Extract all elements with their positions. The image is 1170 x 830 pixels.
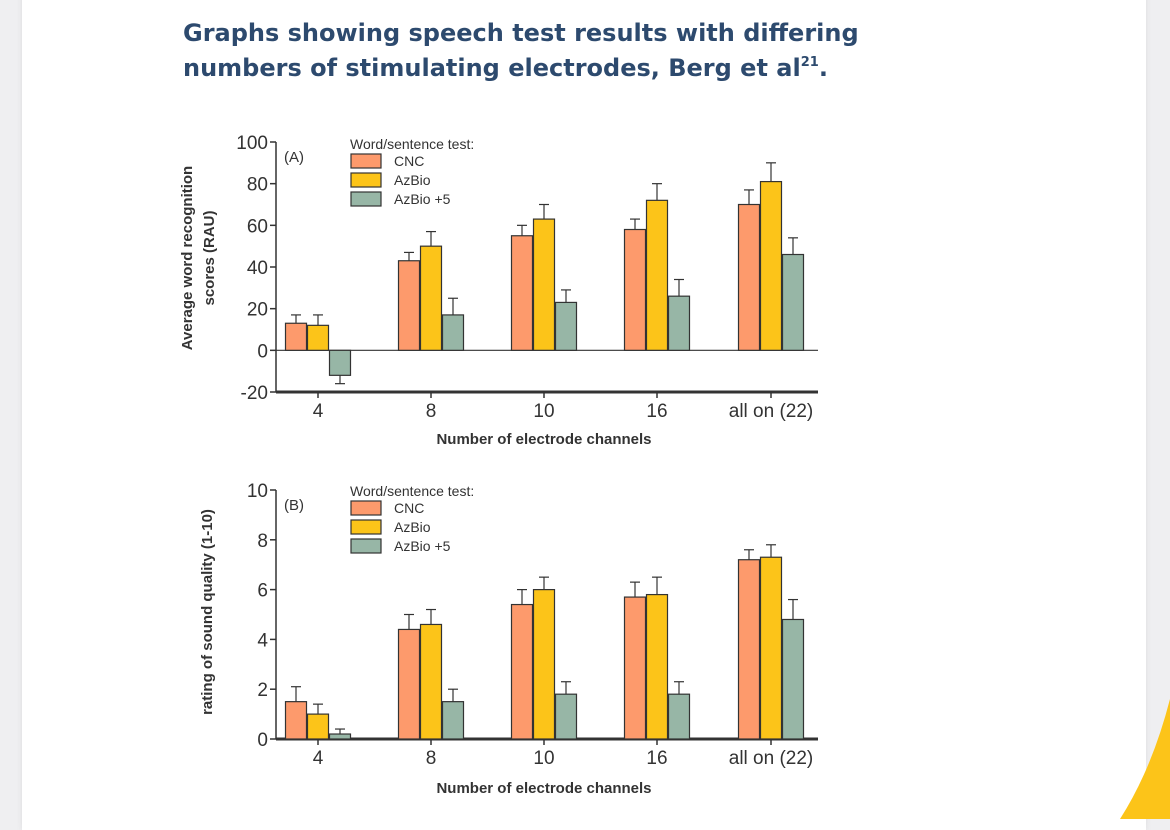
bar-azbio-5-1	[441, 701, 465, 740]
legend-swatch	[350, 172, 382, 188]
bar-azbio-5-1	[441, 314, 465, 351]
legend: Word/sentence test:CNC AzBio AzBio +5	[350, 136, 474, 207]
x-tick-label: 8	[426, 401, 437, 422]
legend-swatch	[350, 500, 382, 516]
bar-cnc-4	[737, 203, 761, 351]
y-tick-label: 100	[236, 133, 268, 154]
x-axis-label: Number of electrode channels	[436, 780, 651, 797]
y-tick-label: 2	[257, 680, 268, 701]
bar-cnc-2	[510, 603, 534, 740]
panel-label: (A)	[284, 149, 304, 166]
content-card	[22, 0, 1146, 830]
legend-swatch	[350, 191, 382, 207]
bar-azbio-1	[419, 623, 443, 740]
title-text: Graphs showing speech test results with …	[183, 19, 859, 82]
legend-swatch	[350, 519, 382, 535]
y-tick-label: 80	[247, 175, 268, 196]
chart-panel-b: 0 2 4 6 8 10 4 8 10 16 all on (22) Number of electr…	[199, 481, 818, 797]
bar-azbio-5-4	[781, 618, 805, 740]
bar-cnc-3	[623, 596, 647, 740]
bar-cnc-3	[623, 228, 647, 351]
x-tick-label: 16	[646, 401, 667, 422]
y-tick-label: 10	[247, 481, 268, 502]
bar-azbio-1	[419, 245, 443, 351]
page-title: Graphs showing speech test results with …	[183, 16, 943, 86]
bar-azbio-5-2	[554, 301, 578, 351]
legend: Word/sentence test:CNC AzBio AzBio +5	[350, 483, 474, 554]
bar-azbio-4	[759, 180, 783, 351]
x-tick-label: 16	[646, 748, 667, 769]
x-tick-label: all on (22)	[729, 748, 814, 769]
legend-title: Word/sentence test:	[350, 483, 474, 499]
decorative-corner-shape	[1120, 699, 1170, 819]
x-tick-label: 8	[426, 748, 437, 769]
bar-azbio-2	[532, 588, 556, 740]
bar-azbio-5-0	[328, 733, 352, 740]
bar-cnc-2	[510, 235, 534, 351]
y-tick-label: 40	[247, 258, 268, 279]
y-tick-label: 8	[257, 531, 268, 552]
y-tick-label: 4	[257, 630, 268, 651]
bar-cnc-1	[397, 628, 421, 740]
legend-entry: AzBio	[394, 172, 431, 188]
x-axis-label: Number of electrode channels	[436, 431, 651, 448]
bar-azbio-5-2	[554, 693, 578, 740]
bar-azbio-5-3	[667, 693, 691, 740]
x-tick-label: all on (22)	[729, 401, 814, 422]
y-tick-label: -20	[241, 383, 268, 404]
legend-entry: AzBio +5	[394, 191, 451, 207]
y-tick-label: 60	[247, 216, 268, 237]
y-tick-label: 0	[257, 730, 268, 751]
x-tick-label: 10	[533, 401, 554, 422]
bar-azbio-4	[759, 556, 783, 740]
y-axis-label: rating of sound quality (1-10)	[199, 509, 216, 715]
y-tick-label: 0	[257, 341, 268, 362]
x-tick-label: 10	[533, 748, 554, 769]
y-tick-label: 20	[247, 300, 268, 321]
bar-azbio-5-3	[667, 295, 691, 351]
legend-entry: CNC	[394, 153, 424, 169]
bar-cnc-0	[284, 322, 308, 351]
title-reference: 21	[800, 55, 819, 70]
bar-azbio-3	[645, 199, 669, 351]
bar-azbio-2	[532, 218, 556, 351]
x-tick-label: 4	[313, 748, 324, 769]
title-period: .	[818, 54, 828, 82]
y-axis-label: Average word recognition	[179, 166, 196, 350]
y-axis-label: scores (RAU)	[201, 210, 218, 305]
bar-azbio-3	[645, 593, 669, 740]
legend-entry: CNC	[394, 500, 424, 516]
bar-azbio-0	[306, 713, 330, 740]
legend-title: Word/sentence test:	[350, 136, 474, 152]
legend-swatch	[350, 538, 382, 554]
y-tick-label: 6	[257, 581, 268, 602]
bar-cnc-1	[397, 260, 421, 351]
bar-cnc-0	[284, 701, 308, 740]
panel-label: (B)	[284, 497, 304, 514]
bar-azbio-5-4	[781, 253, 805, 351]
bar-azbio-5-0	[328, 349, 352, 376]
bar-cnc-4	[737, 559, 761, 740]
chart-panel-a: -20 0 20 40 60 80 100 4 8 10 16 all on (22) Number o…	[179, 133, 818, 448]
x-tick-label: 4	[313, 401, 324, 422]
legend-swatch	[350, 153, 382, 169]
bar-azbio-0	[306, 324, 330, 351]
legend-entry: AzBio	[394, 519, 431, 535]
legend-entry: AzBio +5	[394, 538, 451, 554]
